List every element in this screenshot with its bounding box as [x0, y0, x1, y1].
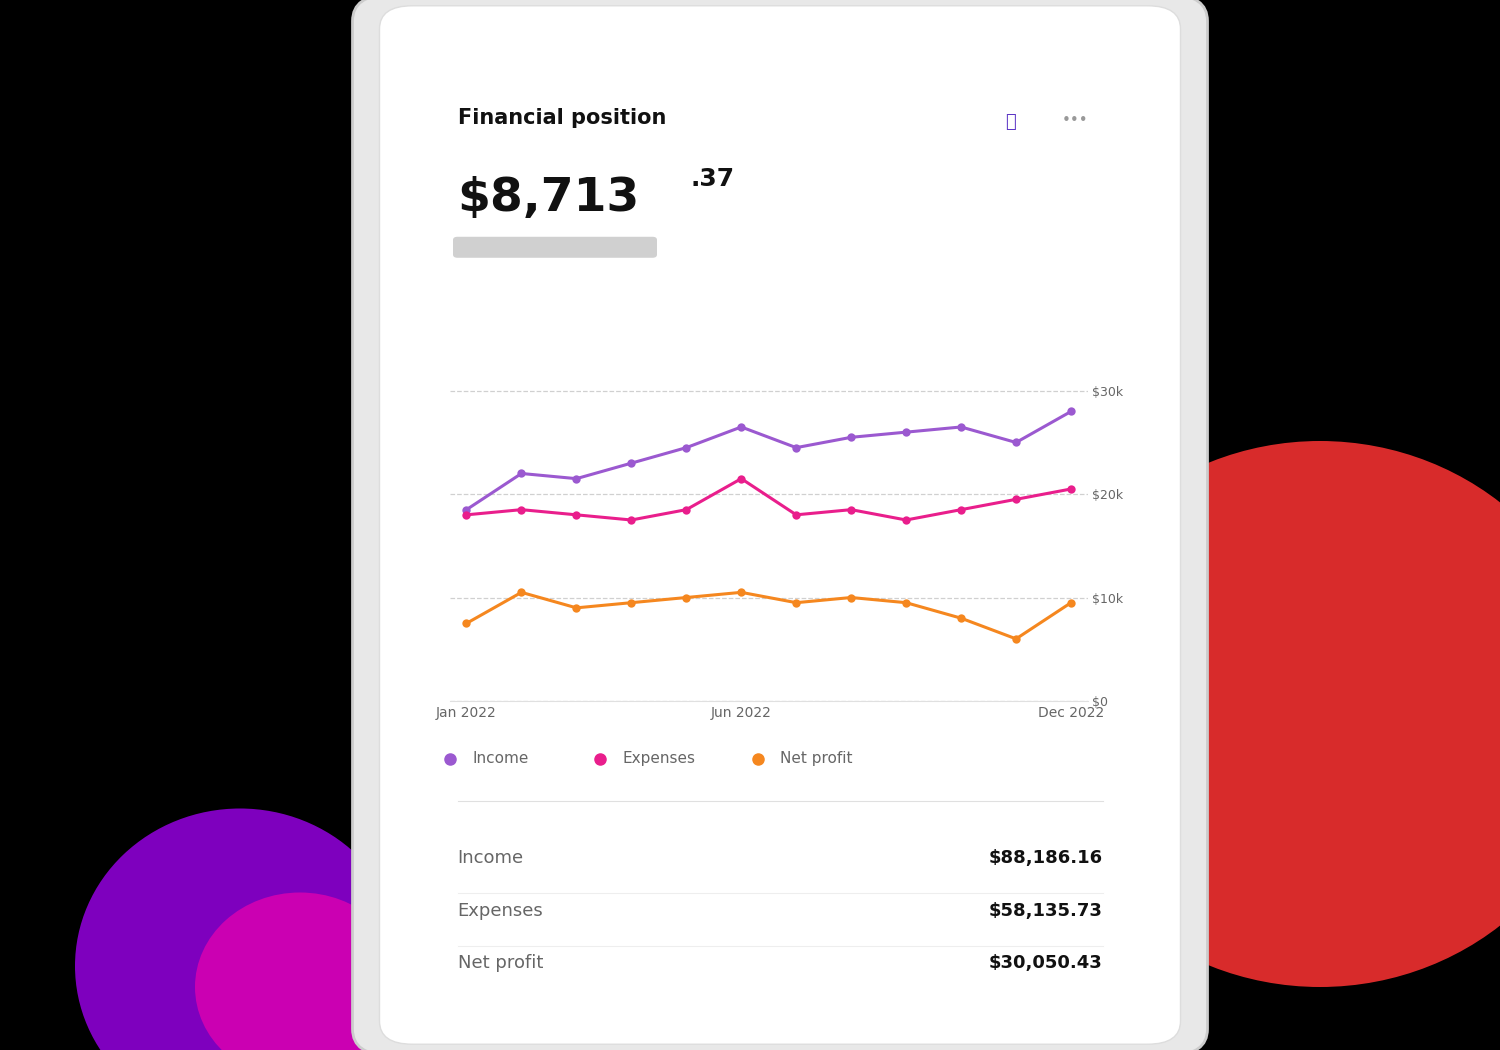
Ellipse shape — [195, 892, 405, 1050]
Text: Net profit: Net profit — [458, 954, 543, 972]
Text: Income: Income — [472, 751, 530, 766]
Text: •••: ••• — [1062, 113, 1089, 128]
Text: $8,713: $8,713 — [458, 175, 639, 220]
Text: Financial position: Financial position — [458, 108, 666, 128]
Ellipse shape — [75, 808, 405, 1050]
Text: Expenses: Expenses — [458, 902, 543, 920]
Text: 📊: 📊 — [1005, 113, 1016, 131]
FancyBboxPatch shape — [453, 236, 657, 257]
Text: Income: Income — [458, 849, 524, 867]
Text: .37: .37 — [690, 167, 734, 191]
FancyBboxPatch shape — [352, 0, 1208, 1050]
FancyBboxPatch shape — [380, 6, 1180, 1044]
Ellipse shape — [1035, 441, 1500, 987]
Text: $88,186.16: $88,186.16 — [988, 849, 1102, 867]
Text: Expenses: Expenses — [622, 751, 696, 766]
Text: $58,135.73: $58,135.73 — [988, 902, 1102, 920]
Text: Net profit: Net profit — [780, 751, 852, 766]
Text: $30,050.43: $30,050.43 — [988, 954, 1102, 972]
